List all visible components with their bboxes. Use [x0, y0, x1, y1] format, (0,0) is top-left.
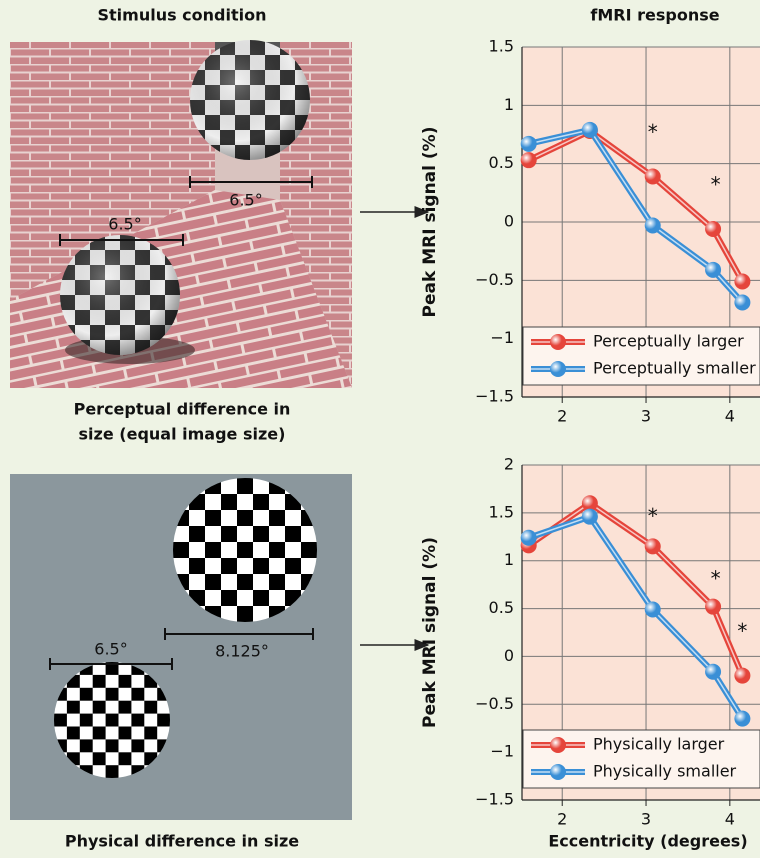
y-axis-label: Peak MRI signal (%) — [420, 537, 440, 728]
data-point — [705, 221, 722, 237]
stimulus-image — [10, 474, 352, 820]
y-tick-label: 0 — [504, 212, 514, 231]
y-tick-label: −1 — [490, 328, 514, 347]
y-tick-label: −1.5 — [475, 387, 514, 406]
legend-marker — [550, 764, 566, 780]
y-tick-label: 1.5 — [489, 37, 514, 56]
dimension-label: 6.5° — [94, 640, 127, 659]
annotation: * — [648, 120, 658, 144]
annotation: * — [711, 172, 721, 196]
panel-title: Stimulus condition — [97, 6, 266, 25]
data-point — [581, 495, 598, 512]
legend-marker — [550, 361, 566, 377]
legend-label: Physically smaller — [593, 762, 737, 781]
data-point — [734, 710, 751, 727]
y-tick-label: −0.5 — [475, 270, 514, 289]
annotation: * — [711, 566, 721, 590]
y-tick-label: −1.5 — [475, 790, 514, 809]
y-tick-label: 1 — [504, 550, 514, 569]
y-tick-label: 0.5 — [489, 598, 514, 617]
x-tick-label: 4 — [725, 810, 735, 829]
y-tick-label: 2 — [504, 455, 514, 474]
data-point — [520, 152, 537, 169]
annotation: * — [648, 504, 658, 528]
y-axis-label: Peak MRI signal (%) — [420, 127, 440, 318]
x-axis-label: Eccentricity (degrees) — [548, 832, 747, 851]
caption: Perceptual difference in — [74, 400, 291, 419]
data-point — [734, 273, 751, 290]
y-tick-label: −1 — [490, 742, 514, 761]
caption: Physical difference in size — [65, 832, 299, 851]
caption: size (equal image size) — [79, 425, 286, 444]
y-tick-label: 1 — [504, 95, 514, 114]
data-point — [734, 294, 751, 311]
legend-marker — [550, 334, 566, 350]
data-point — [644, 538, 661, 555]
x-tick-label: 3 — [641, 810, 651, 829]
annotation: * — [737, 619, 747, 643]
x-tick-label: 2 — [557, 810, 567, 829]
illusion-image — [10, 40, 352, 388]
panel-title: fMRI response — [590, 6, 719, 25]
data-point — [520, 529, 537, 546]
x-tick-label: 3 — [641, 407, 651, 426]
data-point — [644, 168, 661, 185]
data-point — [644, 601, 661, 618]
y-tick-label: 0.5 — [489, 153, 514, 172]
data-point — [520, 135, 537, 152]
data-point — [581, 508, 598, 525]
dimension-label: 6.5° — [108, 215, 141, 234]
legend-marker — [550, 737, 566, 753]
data-point — [705, 598, 722, 615]
legend-label: Physically larger — [593, 735, 725, 754]
dimension-label: 6.5° — [229, 191, 262, 210]
dimension-label: 8.125° — [215, 642, 269, 661]
y-tick-label: −0.5 — [475, 694, 514, 713]
x-tick-label: 4 — [725, 407, 735, 426]
x-tick-label: 2 — [557, 407, 567, 426]
data-point — [581, 121, 598, 138]
legend-label: Perceptually smaller — [593, 359, 756, 378]
y-tick-label: 0 — [504, 646, 514, 665]
data-point — [705, 663, 722, 680]
legend-label: Perceptually larger — [593, 332, 744, 351]
data-point — [644, 217, 661, 234]
y-tick-label: 1.5 — [489, 502, 514, 521]
data-point — [705, 261, 722, 278]
data-point — [734, 667, 751, 684]
